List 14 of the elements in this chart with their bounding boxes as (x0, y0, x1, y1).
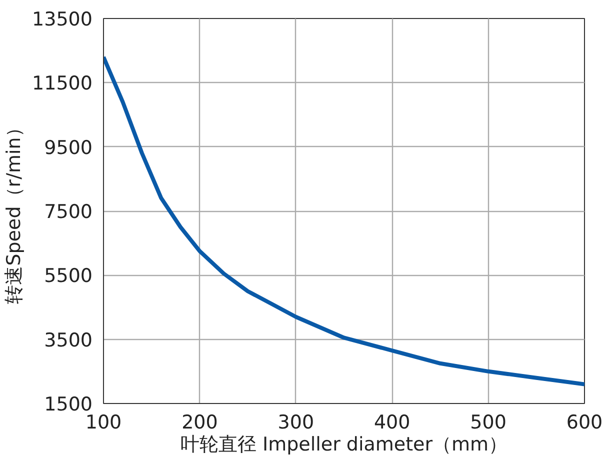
x-tick-label: 300 (278, 412, 314, 434)
x-tick-label: 600 (566, 412, 603, 434)
y-tick-label: 7500 (44, 201, 93, 223)
x-axis-title: 叶轮直径 Impeller diameter（mm） (180, 434, 508, 456)
y-axis-title: 转速Speed（r/min） (3, 118, 26, 304)
y-tick-label: 13500 (32, 8, 93, 30)
line-series (104, 55, 584, 386)
x-tick-label: 200 (182, 412, 218, 434)
y-tick-label: 3500 (44, 329, 93, 352)
x-tick-label: 400 (374, 412, 410, 434)
x-tick-label: 500 (470, 412, 506, 434)
y-tick-label: 5500 (44, 265, 93, 288)
y-tick-label: 9500 (44, 136, 93, 159)
y-tick-label: 11500 (32, 72, 93, 95)
